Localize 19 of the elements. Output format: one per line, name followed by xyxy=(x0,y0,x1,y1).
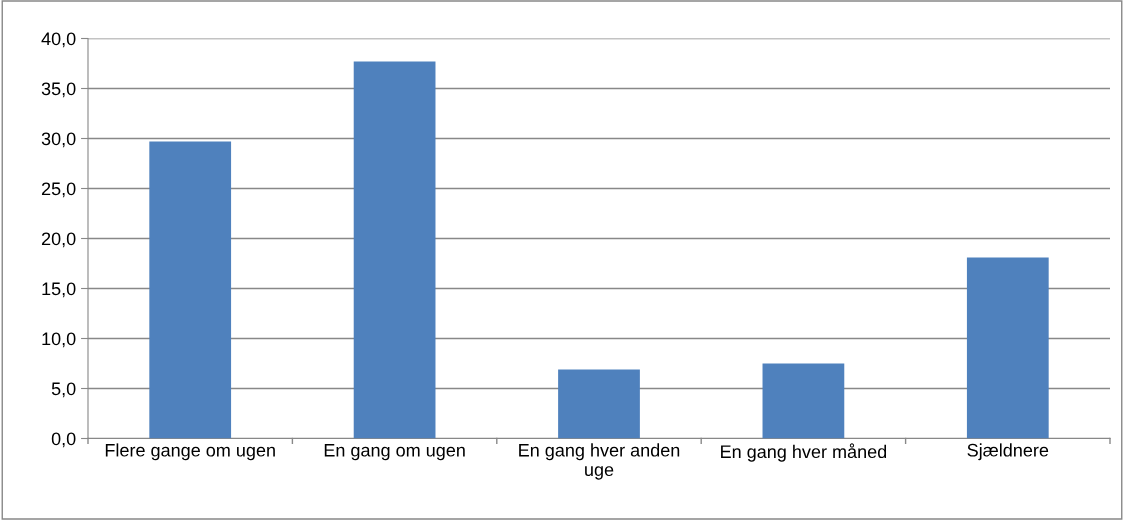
x-tick-label: En gang hver anden uge xyxy=(519,443,680,480)
y-tick-label: 40,0 xyxy=(41,32,76,48)
y-tick-label: 30,0 xyxy=(41,132,76,148)
y-tick-label: 15,0 xyxy=(42,282,76,298)
x-tick-label: Flere gange om ugen xyxy=(105,443,275,461)
x-tick-label: En gang hver måned xyxy=(721,443,887,462)
y-tick-label: 0,0 xyxy=(51,432,76,448)
bar xyxy=(558,369,640,439)
y-tick-label: 20,0 xyxy=(41,232,76,248)
y-tick-label: 5,0 xyxy=(51,382,76,398)
y-tick-label: 25,0 xyxy=(41,182,76,198)
y-tick-label: 10,0 xyxy=(42,332,76,348)
bar xyxy=(353,61,436,439)
bar xyxy=(966,257,1049,439)
bar xyxy=(762,363,845,439)
x-tick-label: En gang om ugen xyxy=(324,444,465,461)
y-tick-label: 35,0 xyxy=(41,82,76,98)
x-tick-label: Sjældnere xyxy=(967,443,1049,461)
bar xyxy=(149,141,232,439)
